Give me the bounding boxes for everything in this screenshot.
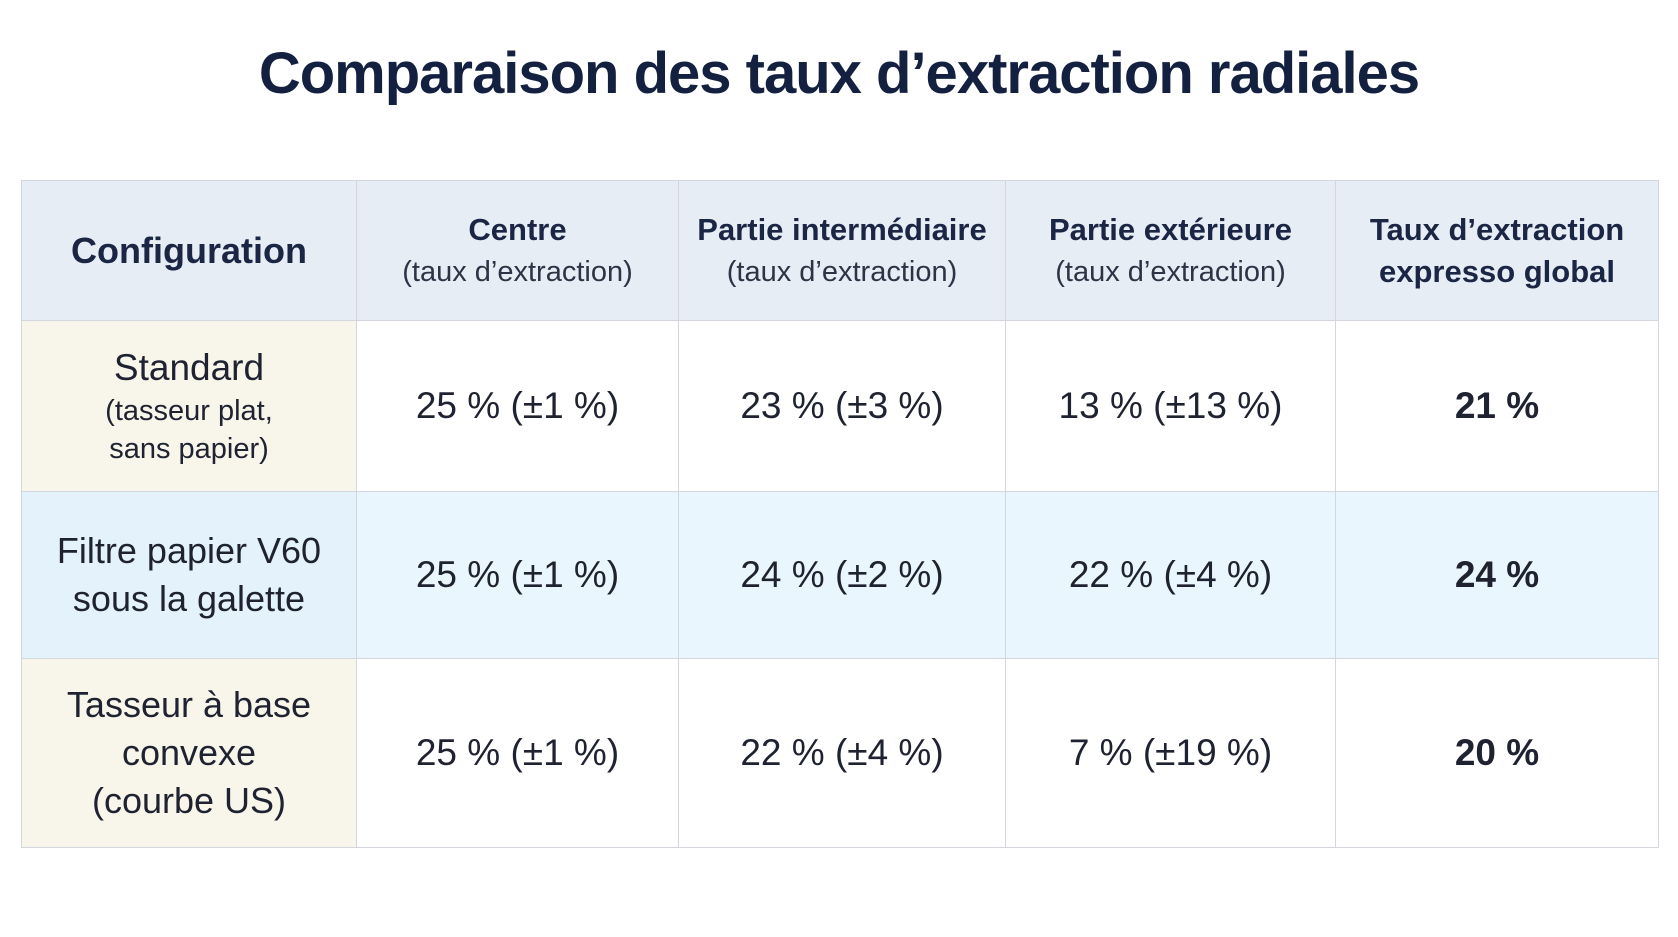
header-label: Partie intermédiaire: [697, 211, 987, 247]
cell-global: 24 %: [1335, 491, 1659, 659]
config-note: (tasseur plat,: [105, 395, 273, 427]
page-title: Comparaison des taux d’extraction radial…: [258, 41, 1420, 106]
config-label: Filtre papier V60: [56, 530, 322, 571]
header-intermediaire: Partie intermédiaire (taux d’extraction): [678, 180, 1006, 321]
header-sublabel: (taux d’extraction): [726, 255, 958, 288]
header-sublabel: (taux d’extraction): [402, 255, 633, 288]
cell-centre: 25 % (±1 %): [356, 658, 679, 848]
header-global: Taux d’extraction expresso global: [1335, 180, 1659, 321]
header-centre: Centre (taux d’extraction): [356, 180, 679, 321]
header-row: Configuration Centre (taux d’extraction)…: [21, 180, 1659, 321]
config-label: (courbe US): [91, 780, 287, 821]
cell-centre: 25 % (±1 %): [356, 320, 679, 492]
header-label: Centre: [468, 211, 567, 247]
cell-exterieure: 13 % (±13 %): [1005, 320, 1336, 492]
cell-global: 21 %: [1335, 320, 1659, 492]
extraction-table: Configuration Centre (taux d’extraction)…: [21, 180, 1659, 848]
cell-exterieure: 7 % (±19 %): [1005, 658, 1336, 848]
config-label: Standard: [113, 347, 265, 388]
table-row-convexe: Tasseur à base convexe (courbe US) 25 % …: [21, 658, 1659, 848]
config-cell: Standard (tasseur plat, sans papier): [21, 320, 357, 492]
header-configuration: Configuration: [21, 180, 357, 321]
config-label: sous la galette: [72, 578, 306, 619]
header-sublabel: (taux d’extraction): [1055, 255, 1286, 288]
header-label: Configuration: [71, 229, 307, 271]
config-note: sans papier): [109, 433, 269, 465]
header-exterieure: Partie extérieure (taux d’extraction): [1005, 180, 1336, 321]
header-label: Partie extérieure: [1049, 211, 1292, 247]
cell-global: 20 %: [1335, 658, 1659, 848]
cell-intermediaire: 23 % (±3 %): [678, 320, 1006, 492]
header-label: Taux d’extraction: [1369, 211, 1625, 247]
config-label: convexe: [121, 732, 257, 773]
config-cell: Tasseur à base convexe (courbe US): [21, 658, 357, 848]
header-label-line2: expresso global: [1378, 253, 1616, 289]
config-cell: Filtre papier V60 sous la galette: [21, 491, 357, 659]
cell-centre: 25 % (±1 %): [356, 491, 679, 659]
table-row-standard: Standard (tasseur plat, sans papier) 25 …: [21, 320, 1659, 492]
table-row-v60: Filtre papier V60 sous la galette 25 % (…: [21, 491, 1659, 659]
cell-intermediaire: 22 % (±4 %): [678, 658, 1006, 848]
cell-intermediaire: 24 % (±2 %): [678, 491, 1006, 659]
config-label: Tasseur à base: [66, 684, 312, 725]
cell-exterieure: 22 % (±4 %): [1005, 491, 1336, 659]
